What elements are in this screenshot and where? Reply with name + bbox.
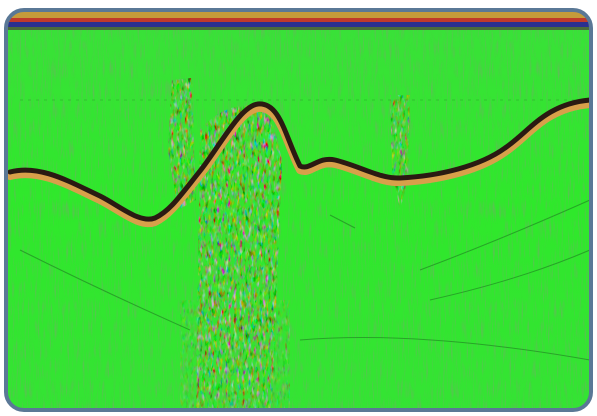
frame-border bbox=[4, 8, 593, 412]
top-band bbox=[6, 22, 591, 27]
top-band bbox=[6, 18, 591, 22]
faint-reflectors bbox=[19, 99, 591, 361]
top-band bbox=[6, 10, 591, 18]
noise-columns bbox=[168, 78, 410, 410]
seabed-reflector bbox=[6, 97, 591, 228]
top-band bbox=[6, 27, 591, 30]
